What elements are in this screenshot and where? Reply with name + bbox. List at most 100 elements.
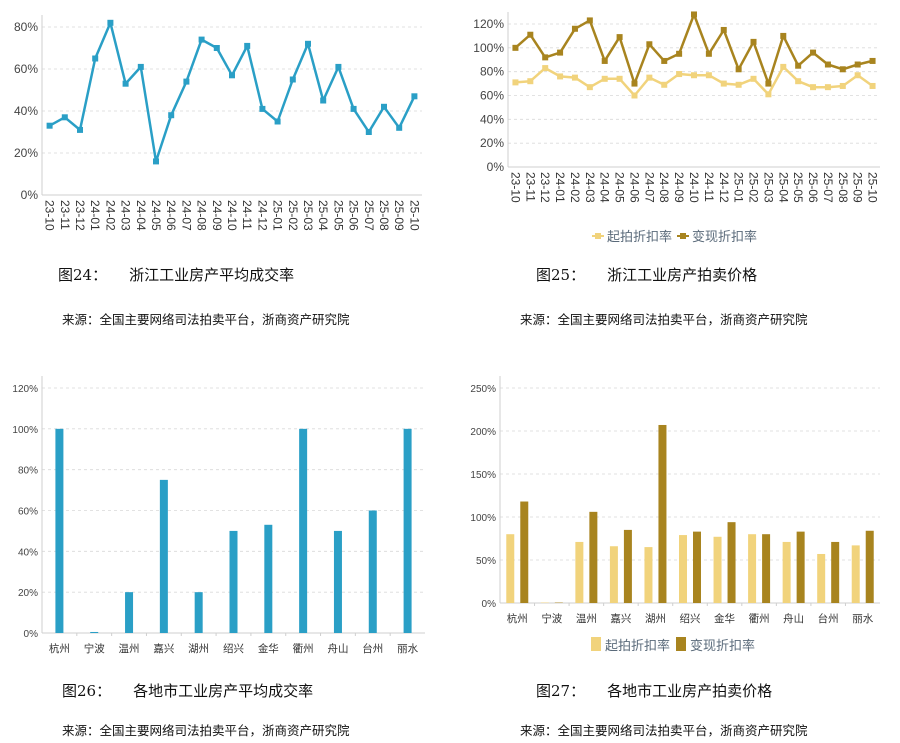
legend-item: 起拍折扣率 [592, 229, 672, 245]
data-point [586, 84, 593, 91]
x-tick-label: 24-06 [164, 200, 178, 231]
data-point [289, 76, 296, 83]
data-point [137, 63, 144, 70]
x-tick-label: 24-05 [613, 172, 627, 203]
x-tick-label: 24-06 [627, 172, 641, 203]
data-point [381, 103, 387, 110]
bar [609, 546, 618, 603]
y-tick-label: 100% [12, 425, 38, 436]
data-point [153, 158, 159, 165]
figure-26-source: 来源：全国主要网络司法拍卖平台，浙商资产研究院 [62, 723, 350, 738]
y-tick-label: 100% [470, 513, 496, 524]
x-tick-label: 25-05 [331, 200, 345, 231]
figure-25-source: 来源：全国主要网络司法拍卖平台，浙商资产研究院 [520, 312, 808, 327]
bar [644, 547, 653, 603]
x-tick-label: 23-12 [538, 172, 552, 203]
x-tick-label: 丽水 [852, 613, 873, 625]
data-point [780, 63, 787, 70]
data-point [512, 79, 519, 86]
y-tick-label: 20% [18, 588, 38, 599]
bar [333, 530, 342, 633]
x-tick-label: 嘉兴 [153, 642, 174, 655]
data-point [512, 44, 519, 51]
chart-2: 0%20%40%60%80%100%120%23-10 23-11 23-12 24-… [473, 11, 880, 245]
data-point [571, 25, 578, 32]
figure-27-caption: 图27： 各地市工业房产拍卖价格 [536, 680, 772, 701]
chart-1: 0%20%40%60%80%23-10 23-11 23-12 24-01 24-02 2… [14, 15, 422, 231]
legend-label: 变现折扣率 [690, 638, 755, 654]
bar [368, 510, 377, 633]
series-line [48, 21, 416, 163]
x-tick-label: 24-07 [179, 200, 193, 231]
bar [865, 530, 874, 603]
data-point [168, 112, 175, 119]
data-point [527, 78, 534, 85]
data-point [198, 36, 205, 43]
data-point [646, 41, 653, 48]
x-tick-label: 25-10 [866, 172, 880, 203]
bar [299, 428, 308, 633]
x-tick-label: 24-12 [717, 172, 731, 203]
bar [159, 479, 168, 633]
x-tick-label: 嘉兴 [610, 612, 631, 625]
data-point [229, 72, 235, 79]
data-point [661, 57, 668, 64]
x-tick-label: 25-09 [392, 200, 406, 231]
x-tick-label: 丽水 [397, 643, 418, 655]
figure-title: 浙江工业房产平均成交率 [129, 266, 295, 284]
data-point [676, 50, 683, 57]
data-point [705, 72, 712, 79]
legend-label: 变现折扣率 [692, 229, 757, 245]
x-tick-label: 23-10 [508, 172, 522, 203]
data-point [122, 80, 129, 87]
data-point [320, 97, 327, 104]
figure-25-caption: 图25： 浙江工业房产拍卖价格 [536, 264, 757, 285]
x-tick-label: 25-05 [791, 172, 805, 203]
x-tick-label: 25-06 [347, 200, 361, 231]
data-point [824, 84, 831, 91]
y-tick-label: 150% [470, 470, 496, 481]
x-tick-label: 衢州 [749, 613, 770, 625]
data-point [795, 78, 802, 85]
x-tick-label: 23-10 [43, 200, 57, 231]
legend-marker [680, 233, 686, 239]
data-point [274, 118, 281, 125]
x-tick-label: 衢州 [293, 643, 314, 655]
legend-swatch [676, 637, 686, 651]
x-tick-label: 25-01 [271, 200, 285, 231]
data-point [735, 81, 742, 88]
bar [264, 524, 273, 633]
x-tick-label: 绍兴 [223, 642, 244, 655]
y-tick-label: 50% [476, 556, 496, 567]
figure-26-caption: 图26： 各地市工业房产平均成交率 [62, 680, 313, 701]
y-tick-label: 100% [473, 41, 504, 55]
x-tick-label: 湖州 [188, 643, 209, 655]
chart-3: 0% 20% 40% 60% 80% 100% 120% 杭州 宁波 温州 嘉兴 湖州 绍兴 金华 衢州 舟山… [12, 376, 425, 655]
data-point [542, 65, 549, 72]
bar [506, 534, 515, 603]
data-point [259, 105, 266, 112]
bar [403, 428, 412, 633]
x-tick-label: 25-04 [776, 172, 790, 203]
data-point [646, 74, 653, 81]
data-point [750, 38, 757, 45]
bar [194, 592, 203, 633]
data-point [780, 32, 787, 39]
data-point [557, 49, 564, 56]
y-tick-label: 0% [482, 599, 497, 610]
x-tick-label: 24-11 [702, 172, 716, 202]
y-tick-label: 20% [480, 136, 504, 150]
bar [623, 529, 632, 603]
y-tick-label: 0% [24, 629, 39, 640]
x-tick-label: 25-09 [851, 172, 865, 203]
x-tick-label: 25-02 [747, 172, 761, 203]
data-point [691, 72, 697, 79]
data-point [616, 75, 623, 82]
data-point [92, 55, 99, 62]
bar [679, 535, 687, 603]
y-tick-label: 200% [470, 427, 496, 438]
data-point [869, 57, 876, 64]
data-point [750, 75, 757, 82]
x-tick-label: 杭州 [49, 642, 70, 655]
